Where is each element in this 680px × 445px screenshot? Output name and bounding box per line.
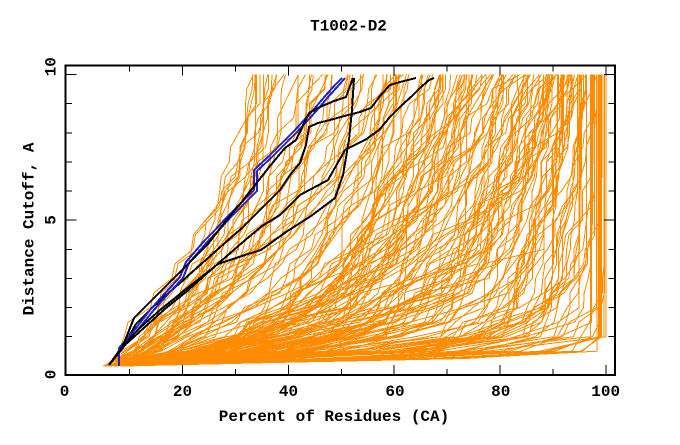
svg-text:60: 60 — [385, 383, 404, 401]
svg-text:20: 20 — [173, 383, 192, 401]
svg-text:0: 0 — [42, 370, 60, 380]
svg-text:5: 5 — [42, 215, 60, 225]
svg-text:Distance Cutoff, A: Distance Cutoff, A — [21, 142, 39, 315]
svg-text:100: 100 — [591, 383, 620, 401]
svg-text:0: 0 — [60, 383, 70, 401]
svg-text:80: 80 — [491, 383, 510, 401]
svg-text:T1002-D2: T1002-D2 — [310, 18, 387, 36]
svg-text:40: 40 — [279, 383, 298, 401]
svg-text:Percent of Residues (CA): Percent of Residues (CA) — [219, 408, 449, 426]
svg-text:10: 10 — [42, 57, 60, 76]
